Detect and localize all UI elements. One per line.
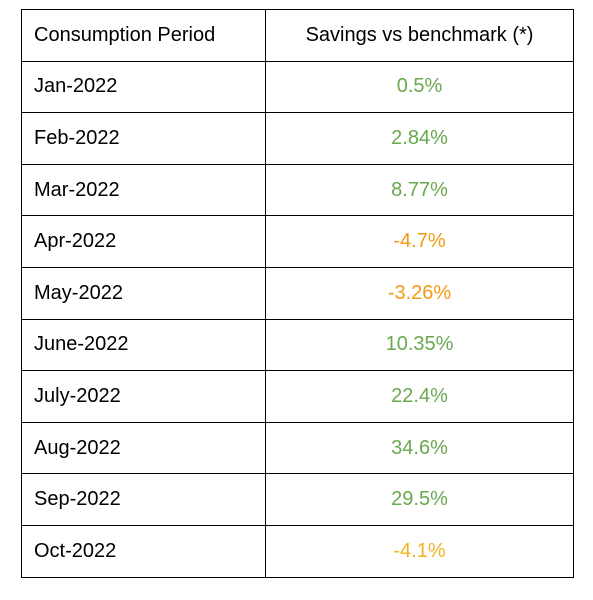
savings-cell: -3.26% — [265, 266, 574, 320]
table-row: July-2022 22.4% — [21, 370, 574, 423]
table-row: Feb-2022 2.84% — [21, 112, 574, 165]
table-row: May-2022 -3.26% — [21, 266, 574, 320]
table-row: Mar-2022 8.77% — [21, 163, 574, 217]
savings-cell: -4.1% — [265, 524, 574, 578]
period-cell: Oct-2022 — [21, 524, 266, 578]
table-row: Oct-2022 -4.1% — [21, 524, 574, 578]
header-row: Consumption Period Savings vs benchmark … — [21, 9, 574, 62]
period-cell: June-2022 — [21, 318, 266, 372]
table-row: June-2022 10.35% — [21, 318, 574, 372]
table-row: Apr-2022 -4.7% — [21, 215, 574, 268]
column-header-period: Consumption Period — [21, 9, 266, 62]
period-cell: Sep-2022 — [21, 473, 266, 526]
savings-cell: 10.35% — [265, 318, 574, 372]
savings-cell: 0.5% — [265, 60, 574, 114]
table-row: Sep-2022 29.5% — [21, 473, 574, 526]
savings-cell: -4.7% — [265, 215, 574, 268]
period-cell: Apr-2022 — [21, 215, 266, 268]
period-cell: Aug-2022 — [21, 421, 266, 475]
savings-cell: 34.6% — [265, 421, 574, 475]
savings-cell: 2.84% — [265, 112, 574, 165]
savings-cell: 22.4% — [265, 370, 574, 423]
table-row: Aug-2022 34.6% — [21, 421, 574, 475]
period-cell: July-2022 — [21, 370, 266, 423]
savings-table: Consumption Period Savings vs benchmark … — [21, 9, 574, 578]
savings-cell: 29.5% — [265, 473, 574, 526]
period-cell: May-2022 — [21, 266, 266, 320]
table-row: Jan-2022 0.5% — [21, 60, 574, 114]
period-cell: Mar-2022 — [21, 163, 266, 217]
savings-cell: 8.77% — [265, 163, 574, 217]
column-header-savings: Savings vs benchmark (*) — [265, 9, 574, 62]
period-cell: Feb-2022 — [21, 112, 266, 165]
period-cell: Jan-2022 — [21, 60, 266, 114]
